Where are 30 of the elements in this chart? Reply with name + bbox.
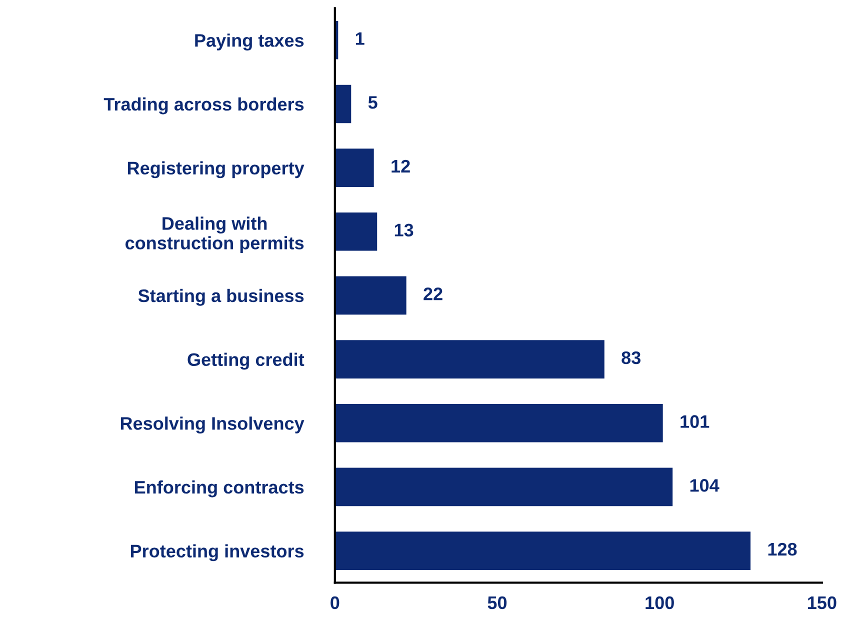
- x-tick-label: 0: [330, 596, 340, 610]
- y-tick-label: Resolving Insolvency: [120, 416, 304, 434]
- data-label: 128: [768, 542, 797, 556]
- bar: [334, 84, 352, 124]
- bar: [334, 532, 751, 570]
- bar: [334, 340, 604, 378]
- data-label: 22: [424, 288, 442, 300]
- y-tick-label: Enforcing contracts: [135, 480, 304, 498]
- y-tick-label: Dealing with construction permits: [125, 216, 304, 253]
- bar: [334, 212, 378, 251]
- y-tick-label: Starting a business: [138, 288, 304, 306]
- data-label: 5: [368, 96, 378, 109]
- bar: [334, 276, 406, 315]
- x-tick-label: 50: [488, 596, 507, 610]
- y-tick-label: Protecting investors: [130, 544, 304, 562]
- data-label: 12: [392, 160, 410, 172]
- bar: [334, 468, 673, 506]
- data-label: 1: [356, 32, 364, 45]
- y-tick-label: Paying taxes: [195, 34, 304, 50]
- bar: [334, 148, 374, 187]
- y-tick-label: Getting credit: [188, 352, 304, 370]
- data-label: 101: [680, 415, 710, 428]
- y-tick-label: Registering property: [128, 161, 304, 178]
- x-tick-label: 150: [808, 596, 836, 610]
- bar: [334, 404, 663, 442]
- x-tick-label: 100: [646, 596, 674, 610]
- y-tick-label: Trading across borders: [104, 97, 304, 114]
- data-label: 13: [394, 224, 414, 236]
- data-label: 104: [690, 479, 720, 492]
- data-label: 83: [622, 351, 640, 364]
